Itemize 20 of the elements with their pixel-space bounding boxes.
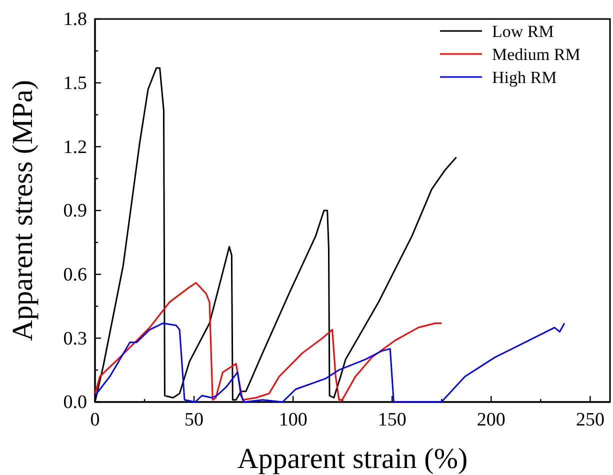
y-tick-label: 1.8 [63, 9, 87, 30]
legend-label: Low RM [492, 22, 554, 41]
y-tick-label: 0.6 [63, 264, 87, 286]
line-series [94, 322, 566, 403]
x-tick-label: 150 [378, 409, 406, 430]
y-tick-label: 0.3 [63, 328, 87, 350]
y-tick-label: 0.9 [63, 200, 87, 222]
x-tick-label: 50 [184, 409, 204, 430]
line-series [94, 282, 442, 401]
x-tick-label: 200 [476, 409, 506, 430]
x-tick-label: 0 [90, 409, 100, 430]
y-tick-label: 0.0 [63, 392, 87, 414]
legend-label: Medium RM [492, 45, 580, 64]
y-tick-label: 1.2 [63, 136, 87, 158]
x-axis-title: Apparent strain (%) [237, 443, 468, 475]
y-axis-title: Apparent stress (MPa) [7, 80, 39, 341]
y-tick-label: 1.5 [63, 72, 87, 94]
x-tick-label: 250 [576, 409, 604, 430]
legend-label: High RM [492, 68, 557, 87]
x-tick-label: 100 [278, 409, 308, 430]
